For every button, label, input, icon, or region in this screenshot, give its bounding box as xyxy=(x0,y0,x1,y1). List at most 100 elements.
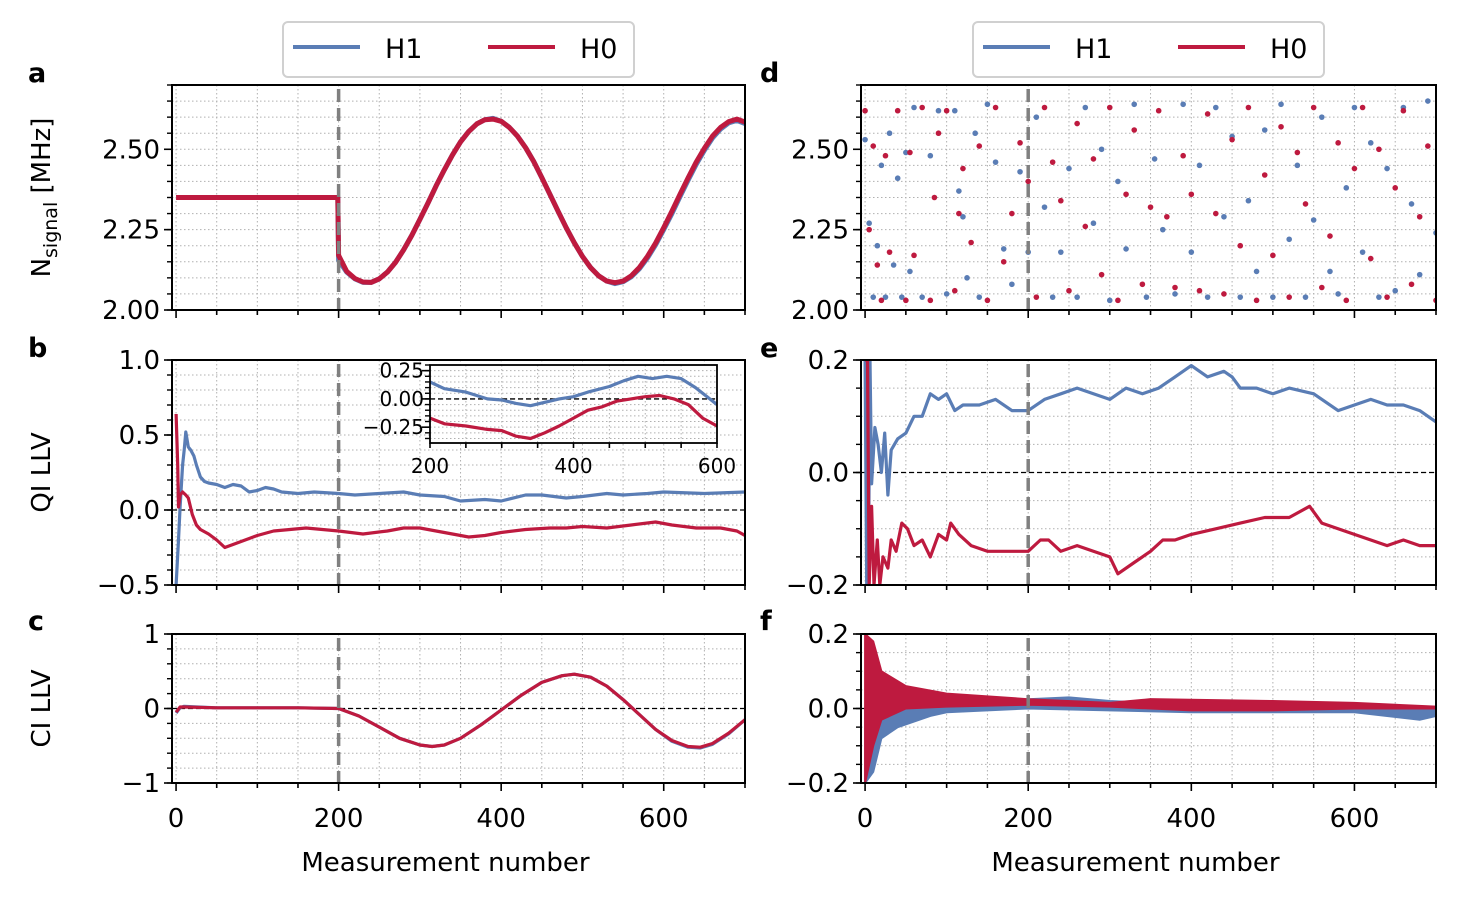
panel-label-c: c xyxy=(28,606,44,637)
series-h1-point xyxy=(894,175,901,182)
series-h0-point xyxy=(1310,104,1317,111)
inset-panel: −0.25 0.00 0.25 200 400 600 xyxy=(363,359,736,478)
series-h0-point xyxy=(968,239,974,246)
legend-label-h1: H1 xyxy=(385,34,422,65)
series-h1-point xyxy=(1131,101,1138,108)
series-h0-point xyxy=(1131,127,1138,133)
series-h0-point xyxy=(1066,287,1072,294)
series-h1-point xyxy=(907,268,913,275)
series-h0-point xyxy=(1180,152,1186,159)
series-h1-point xyxy=(956,188,962,194)
legend-box xyxy=(282,21,635,78)
y-tick-label: 0.0 xyxy=(808,695,849,725)
series-h0-point xyxy=(1164,213,1170,220)
series-h0-point xyxy=(886,249,893,255)
series-h0-point xyxy=(1392,185,1399,191)
y-tick-label: 2.00 xyxy=(791,296,849,326)
series-h0-point xyxy=(1196,287,1203,294)
series-h1-point xyxy=(1180,101,1186,108)
series-h1-point xyxy=(1376,294,1382,300)
y-tick-label: 0 xyxy=(143,695,160,725)
legend: H1 H0 xyxy=(282,21,635,78)
series-h0-line xyxy=(430,393,717,441)
series-h0-point xyxy=(1286,294,1292,300)
series-h0-point xyxy=(935,130,942,137)
y-tick-label: 0.2 xyxy=(808,620,849,650)
series-h1-point xyxy=(1082,104,1089,111)
series-h1-point xyxy=(1367,140,1374,146)
y-tick-label: 2.50 xyxy=(102,135,160,165)
y-axis-label: CI LLV xyxy=(27,669,57,747)
series-h0-point xyxy=(976,143,983,149)
x-tick-label: 400 xyxy=(554,454,592,478)
series-h1-point xyxy=(1270,294,1276,300)
series-group xyxy=(176,115,745,287)
series-h1-point xyxy=(1143,294,1150,300)
y-tick-label: −0.5 xyxy=(97,571,160,601)
series-h1-point xyxy=(927,152,934,159)
series-h1-point xyxy=(1359,249,1366,255)
y-tick-label: 0.0 xyxy=(119,496,160,526)
series-h1-point xyxy=(1392,287,1399,294)
axes-frame xyxy=(171,633,746,784)
series-h0-band xyxy=(864,634,1436,783)
x-tick-label: 200 xyxy=(314,804,364,834)
series-h1-point xyxy=(903,149,909,156)
series-h1-point xyxy=(878,162,885,169)
series-h0-point xyxy=(1343,297,1350,304)
series-h1-point xyxy=(1310,217,1317,223)
series-h1-point xyxy=(1188,249,1195,255)
series-h0-point xyxy=(1253,297,1260,304)
y-tick-label: 2.00 xyxy=(102,296,160,326)
series-h1-point xyxy=(1106,297,1113,304)
panel-label-d: d xyxy=(760,58,779,89)
legend-label-h0: H0 xyxy=(1270,34,1307,65)
y-tick-label: 1 xyxy=(143,620,160,650)
series-h0-point xyxy=(862,107,868,114)
series-h0-point xyxy=(1090,156,1097,162)
y-axis-label: QI LLV xyxy=(27,432,57,513)
series-h1-point xyxy=(972,130,978,137)
series-h1-point xyxy=(898,294,905,300)
series-h0-point xyxy=(1212,210,1219,217)
series-h0-point xyxy=(1049,159,1056,165)
series-h0-point xyxy=(870,143,877,149)
series-h0-point xyxy=(1425,143,1431,149)
series-h0-point xyxy=(1115,297,1121,304)
series-h1-point xyxy=(1237,294,1244,300)
series-h1-point xyxy=(870,294,877,300)
axes-frame xyxy=(860,84,1437,311)
series-h1-point xyxy=(1090,220,1097,227)
series-h0-point xyxy=(1188,191,1195,198)
panel-b: −0.5 0.0 0.5 1.0 b QI LLV −0.25 0.00 0.25 200 400 6… xyxy=(27,333,746,601)
series-h0-point xyxy=(1033,294,1040,300)
series-h0-point xyxy=(1025,178,1031,185)
x-tick-label: 200 xyxy=(411,454,449,478)
series-h0-point xyxy=(1384,294,1390,300)
series-h1-point xyxy=(1327,268,1333,275)
series-h1-point xyxy=(1253,268,1260,275)
series-h1-point xyxy=(1286,236,1292,243)
series-h1-point xyxy=(1172,291,1178,297)
series-h0-point xyxy=(1351,165,1358,172)
y-tick-label: 1.0 xyxy=(119,346,160,376)
series-h1-point xyxy=(1384,165,1390,172)
x-tick-label: 0 xyxy=(168,804,185,834)
series-h1-point xyxy=(1123,246,1129,252)
series-h0-point xyxy=(927,297,934,304)
y-tick-label: 0.5 xyxy=(119,421,160,451)
series-group xyxy=(172,672,745,750)
series-h0-point xyxy=(874,262,881,268)
series-h1-point xyxy=(1351,104,1358,111)
series-h1-point xyxy=(1212,104,1219,111)
series-h0-point xyxy=(907,149,913,156)
series-h0-point xyxy=(1367,255,1374,262)
series-h0-point xyxy=(1294,149,1301,156)
series-h1-point xyxy=(1416,271,1423,278)
series-h1-point xyxy=(886,130,893,137)
series-h0-line xyxy=(174,672,745,749)
x-tick-label: 400 xyxy=(476,804,526,834)
series-h0-point xyxy=(1017,140,1023,146)
x-tick-label: 0 xyxy=(857,804,874,834)
series-h0-point xyxy=(1098,271,1105,278)
